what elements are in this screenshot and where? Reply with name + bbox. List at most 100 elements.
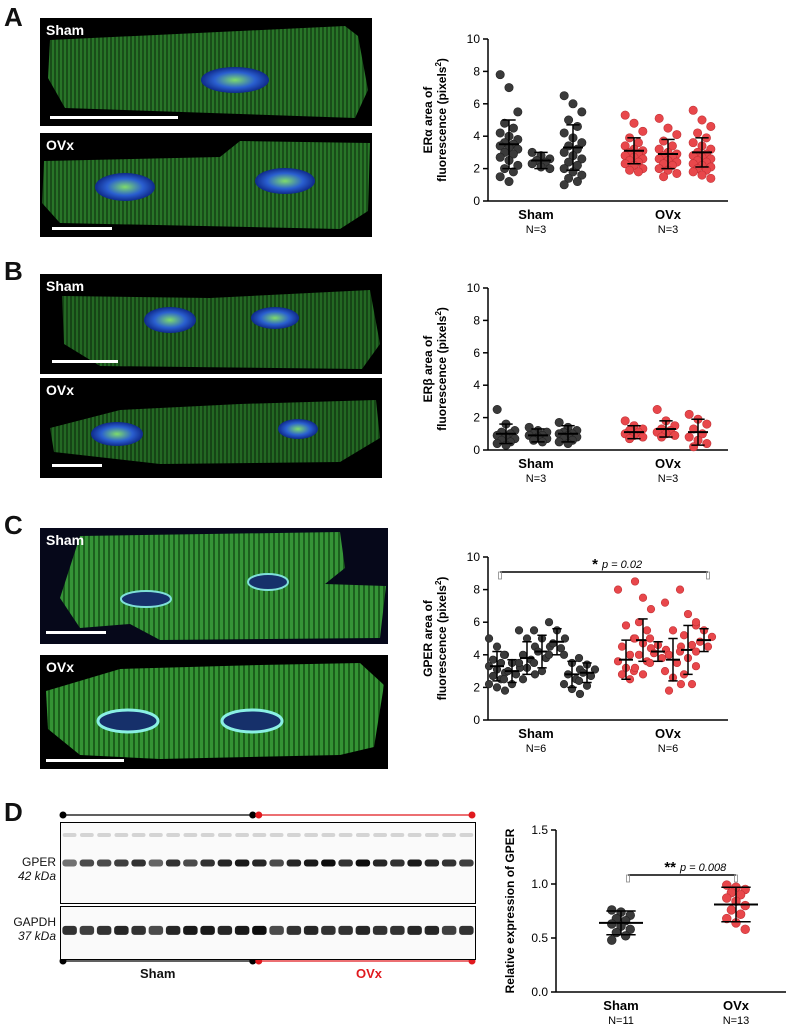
y-tick-label: 8 — [473, 313, 480, 327]
data-point — [607, 905, 617, 915]
data-point — [695, 637, 705, 646]
data-point — [544, 650, 554, 659]
panel-letter-b: B — [4, 256, 23, 286]
data-point — [504, 177, 514, 187]
faint-band — [235, 833, 250, 837]
data-point — [559, 650, 569, 659]
data-point — [688, 105, 698, 115]
faint-band — [321, 833, 336, 837]
data-point — [684, 409, 694, 419]
protein-band — [200, 925, 215, 935]
cardiomyocyte-image — [60, 532, 386, 640]
data-point — [625, 165, 635, 175]
scatter-plot-erb: 0 2 4 6 8 10 ERβ area offluorescence (pixels2)… — [421, 281, 728, 485]
image-label: OVx — [46, 137, 75, 153]
data-point — [554, 417, 564, 427]
data-point — [500, 686, 510, 695]
data-point — [620, 416, 630, 426]
image-label: Sham — [46, 532, 85, 548]
group-bracket-lines — [59, 811, 476, 965]
protein-band — [148, 925, 164, 935]
micrograph-ovx-c: OVx — [40, 655, 388, 769]
x-group-label: OVx — [655, 726, 682, 741]
data-point — [675, 585, 685, 594]
data-point — [722, 880, 732, 890]
data-point — [495, 152, 505, 162]
scale-bar — [46, 759, 124, 762]
y-tick-label: 4 — [473, 129, 480, 143]
data-point — [590, 665, 600, 674]
data-point — [572, 121, 582, 131]
protein-band — [355, 859, 371, 867]
scale-bar — [52, 227, 112, 230]
data-point — [638, 126, 648, 136]
panel-letter-c: C — [4, 510, 23, 540]
data-point — [688, 167, 698, 177]
protein-band — [424, 925, 440, 935]
significance-stars: * — [592, 556, 598, 573]
data-point — [577, 154, 587, 164]
data-point — [663, 123, 673, 133]
protein-band — [269, 859, 284, 867]
data-point — [638, 670, 648, 679]
protein-band — [114, 925, 129, 935]
scale-bar — [52, 360, 118, 363]
data-point — [670, 430, 680, 440]
y-tick-label: 10 — [467, 550, 481, 564]
data-point — [504, 83, 514, 93]
protein-band — [286, 925, 302, 935]
protein-band — [252, 859, 267, 867]
data-point — [633, 167, 643, 177]
data-point — [492, 683, 502, 692]
cardiomyocyte-image — [62, 290, 380, 369]
sham-bracket-end — [249, 811, 257, 819]
cardiomyocyte-image — [42, 141, 370, 229]
data-point — [664, 686, 674, 695]
x-group-n-label: N=3 — [658, 224, 679, 236]
ovx-group-label: OVx — [356, 966, 383, 981]
data-point — [676, 680, 686, 689]
significance-bracket-tick — [734, 874, 738, 883]
data-point — [560, 634, 570, 643]
data-point — [513, 160, 523, 170]
data-point — [649, 649, 659, 658]
faint-band — [304, 833, 319, 837]
data-point — [675, 647, 685, 656]
faint-band — [459, 833, 474, 837]
data-point — [691, 662, 701, 671]
data-point — [660, 598, 670, 607]
protein-band — [441, 859, 457, 867]
y-axis-label: Relative expression of GPER — [503, 828, 517, 993]
data-point — [697, 170, 707, 180]
protein-band — [234, 925, 250, 935]
ovx-bracket-end — [468, 811, 476, 819]
chart-c: 0 2 4 6 8 10 GPER area offluorescence (pixels2… — [412, 540, 732, 772]
y-tick-label: 0.5 — [531, 931, 548, 945]
x-group-label: OVx — [723, 998, 750, 1013]
x-group-n-label: N=6 — [526, 743, 547, 755]
y-tick-label: 6 — [473, 346, 480, 360]
x-group-label: Sham — [518, 456, 553, 471]
data-point — [706, 173, 716, 183]
gper-band-label: GPER 42 kDa — [17, 855, 56, 883]
gper-bands — [62, 833, 474, 867]
y-tick-label: 0 — [473, 194, 480, 208]
micrograph-sham-c: Sham — [40, 528, 388, 644]
data-point — [621, 621, 631, 630]
significance-stars: ** — [664, 859, 676, 876]
western-blot — [56, 808, 476, 988]
p-value-label: p = 0.02 — [601, 559, 642, 571]
ovx-bracket-end — [255, 811, 263, 819]
x-group-label: Sham — [518, 726, 553, 741]
significance-bracket-tick — [498, 571, 502, 580]
data-point — [664, 650, 674, 659]
data-point — [529, 435, 539, 445]
y-tick-label: 6 — [473, 97, 480, 111]
x-group-n-label: N=13 — [723, 1015, 750, 1026]
protein-band — [355, 925, 371, 935]
protein-band — [424, 859, 440, 867]
protein-band — [131, 925, 146, 935]
data-point — [613, 657, 623, 666]
data-point — [691, 647, 701, 656]
y-tick-label: 1.5 — [531, 823, 548, 837]
